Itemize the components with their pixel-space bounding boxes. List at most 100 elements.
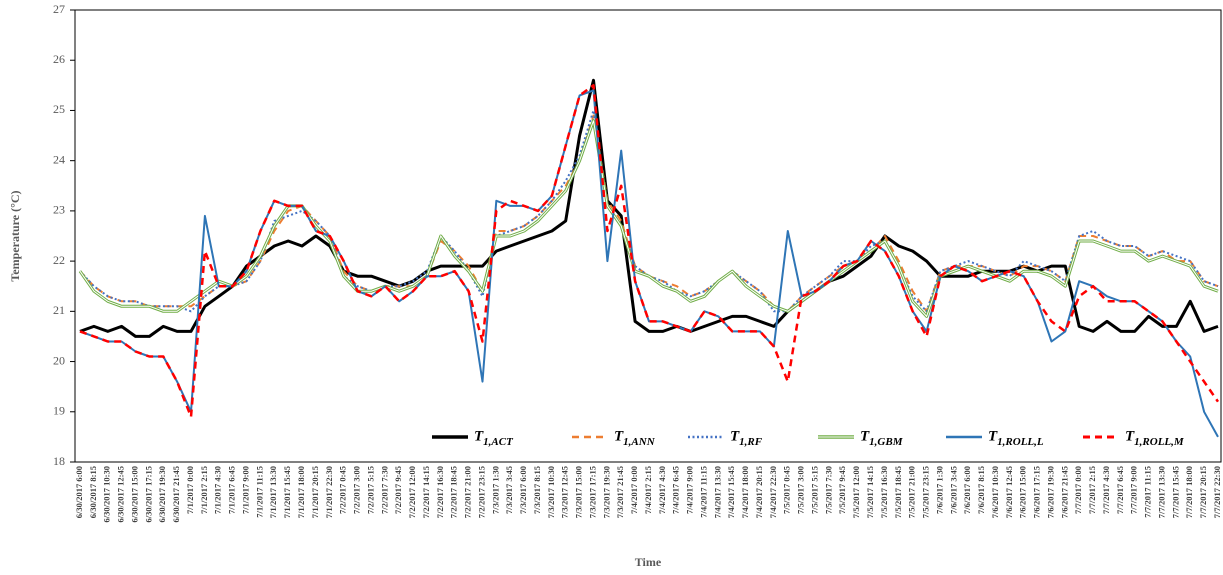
x-tick-label: 7/1/2017 22:30 <box>324 466 334 518</box>
x-tick-label: 7/6/2017 17:15 <box>1032 466 1042 518</box>
x-tick-label: 6/30/2017 21:45 <box>171 466 181 522</box>
x-tick-label: 7/3/2017 12:45 <box>560 466 570 518</box>
x-tick-label: 7/5/2017 23:15 <box>921 466 931 518</box>
x-tick-label: 7/1/2017 11:15 <box>254 466 264 518</box>
x-tick-label: 7/6/2017 8:15 <box>976 466 986 514</box>
x-tick-label: 7/2/2017 3:00 <box>352 466 362 514</box>
x-tick-label: 7/5/2017 0:45 <box>782 466 792 514</box>
x-tick-label: 7/2/2017 18:45 <box>449 466 459 518</box>
x-tick-label: 7/1/2017 4:30 <box>213 466 223 514</box>
x-tick-label: 7/3/2017 10:30 <box>546 466 556 518</box>
x-tick-label: 7/7/2017 20:15 <box>1198 466 1208 518</box>
x-tick-label: 7/6/2017 15:00 <box>1018 466 1028 518</box>
y-tick-label: 26 <box>53 52 65 66</box>
x-tick-label: 7/7/2017 11:15 <box>1143 466 1153 518</box>
x-tick-label: 7/3/2017 6:00 <box>518 466 528 514</box>
x-tick-label: 7/3/2017 17:15 <box>587 466 597 518</box>
x-tick-label: 7/3/2017 3:45 <box>504 466 514 514</box>
series-line <box>79 109 1219 313</box>
x-tick-label: 7/5/2017 5:15 <box>809 466 819 514</box>
legend-label: T1,ANN <box>614 428 656 447</box>
legend-label: T1,RF <box>730 428 763 447</box>
x-tick-label: 7/7/2017 6:45 <box>1115 466 1125 514</box>
x-tick-label: 7/6/2017 3:45 <box>948 466 958 514</box>
x-tick-label: 7/4/2017 20:15 <box>754 466 764 518</box>
x-tick-label: 6/30/2017 6:00 <box>74 466 84 518</box>
x-tick-label: 7/2/2017 23:15 <box>476 466 486 518</box>
y-tick-label: 20 <box>53 353 65 367</box>
y-tick-label: 22 <box>53 253 65 267</box>
x-tick-label: 6/30/2017 19:30 <box>157 466 167 522</box>
x-tick-label: 7/4/2017 13:30 <box>712 466 722 518</box>
x-tick-label: 7/1/2017 6:45 <box>227 466 237 514</box>
x-tick-label: 7/7/2017 9:00 <box>1129 466 1139 514</box>
x-tick-label: 7/3/2017 21:45 <box>615 466 625 518</box>
x-tick-label: 7/1/2017 13:30 <box>268 466 278 518</box>
x-tick-label: 7/7/2017 15:45 <box>1170 466 1180 518</box>
series-line-inner <box>79 120 1219 318</box>
series-line <box>79 114 1219 313</box>
x-tick-label: 6/30/2017 8:15 <box>88 466 98 518</box>
x-tick-label: 7/6/2017 12:45 <box>1004 466 1014 518</box>
x-tick-label: 7/2/2017 16:30 <box>435 466 445 518</box>
x-tick-label: 7/1/2017 2:15 <box>199 466 209 514</box>
x-tick-label: 6/30/2017 12:45 <box>116 466 126 522</box>
x-tick-label: 7/5/2017 9:45 <box>837 466 847 514</box>
x-tick-label: 7/7/2017 18:00 <box>1184 466 1194 518</box>
x-tick-label: 7/7/2017 2:15 <box>1087 466 1097 514</box>
x-tick-label: 7/6/2017 10:30 <box>990 466 1000 518</box>
x-tick-label: 7/1/2017 18:00 <box>296 466 306 518</box>
x-tick-label: 7/2/2017 21:00 <box>463 466 473 518</box>
x-tick-label: 7/1/2017 9:00 <box>240 466 250 514</box>
legend-label: T1,ACT <box>474 428 514 447</box>
x-tick-label: 7/5/2017 12:00 <box>851 466 861 518</box>
x-tick-label: 7/3/2017 1:30 <box>490 466 500 514</box>
y-tick-label: 18 <box>53 454 65 468</box>
x-tick-label: 7/2/2017 9:45 <box>393 466 403 514</box>
x-axis-label: Time <box>635 555 662 569</box>
x-tick-label: 7/5/2017 7:30 <box>823 466 833 514</box>
x-tick-label: 7/2/2017 14:15 <box>421 466 431 518</box>
x-tick-label: 7/4/2017 2:15 <box>643 466 653 514</box>
x-tick-label: 7/4/2017 9:00 <box>685 466 695 514</box>
y-tick-label: 19 <box>53 404 65 418</box>
x-tick-label: 7/3/2017 15:00 <box>574 466 584 518</box>
y-tick-label: 24 <box>53 152 65 166</box>
x-tick-label: 6/30/2017 15:00 <box>129 466 139 522</box>
legend-label: T1,GBM <box>860 428 904 447</box>
y-tick-label: 27 <box>53 2 65 16</box>
x-tick-label: 7/1/2017 20:15 <box>310 466 320 518</box>
x-tick-label: 7/4/2017 22:30 <box>768 466 778 518</box>
series-line <box>78 119 1219 318</box>
x-tick-label: 7/7/2017 4:30 <box>1101 466 1111 514</box>
series-line <box>79 78 1219 338</box>
x-tick-label: 7/4/2017 11:15 <box>698 466 708 518</box>
x-tick-label: 7/2/2017 12:00 <box>407 466 417 518</box>
x-tick-label: 7/7/2017 0:00 <box>1073 466 1083 514</box>
x-tick-label: 7/5/2017 16:30 <box>879 466 889 518</box>
x-tick-label: 7/6/2017 19:30 <box>1045 466 1055 518</box>
x-tick-label: 7/6/2017 6:00 <box>962 466 972 514</box>
x-tick-label: 7/4/2017 15:45 <box>726 466 736 518</box>
x-tick-label: 7/5/2017 3:00 <box>796 466 806 514</box>
x-tick-label: 6/30/2017 10:30 <box>102 466 112 522</box>
x-tick-label: 7/7/2017 22:30 <box>1212 466 1222 518</box>
x-tick-label: 7/1/2017 0:00 <box>185 466 195 514</box>
x-tick-label: 7/1/2017 15:45 <box>282 466 292 518</box>
x-tick-label: 7/2/2017 7:30 <box>379 466 389 514</box>
x-tick-label: 7/6/2017 21:45 <box>1059 466 1069 518</box>
x-tick-label: 7/4/2017 6:45 <box>671 466 681 514</box>
legend-label: T1,ROLL,M <box>1125 428 1185 447</box>
x-tick-label: 7/4/2017 4:30 <box>657 466 667 514</box>
x-tick-label: 7/3/2017 8:15 <box>532 466 542 514</box>
x-tick-label: 7/7/2017 13:30 <box>1156 466 1166 518</box>
legend-label: T1,ROLL,L <box>988 428 1044 447</box>
y-tick-label: 21 <box>53 303 65 317</box>
x-tick-label: 7/6/2017 1:30 <box>934 466 944 514</box>
x-tick-label: 7/5/2017 18:45 <box>893 466 903 518</box>
plot-frame <box>74 9 1222 463</box>
series-line <box>79 84 1220 419</box>
x-tick-label: 7/4/2017 0:00 <box>629 466 639 514</box>
x-tick-label: 7/5/2017 21:00 <box>907 466 917 518</box>
